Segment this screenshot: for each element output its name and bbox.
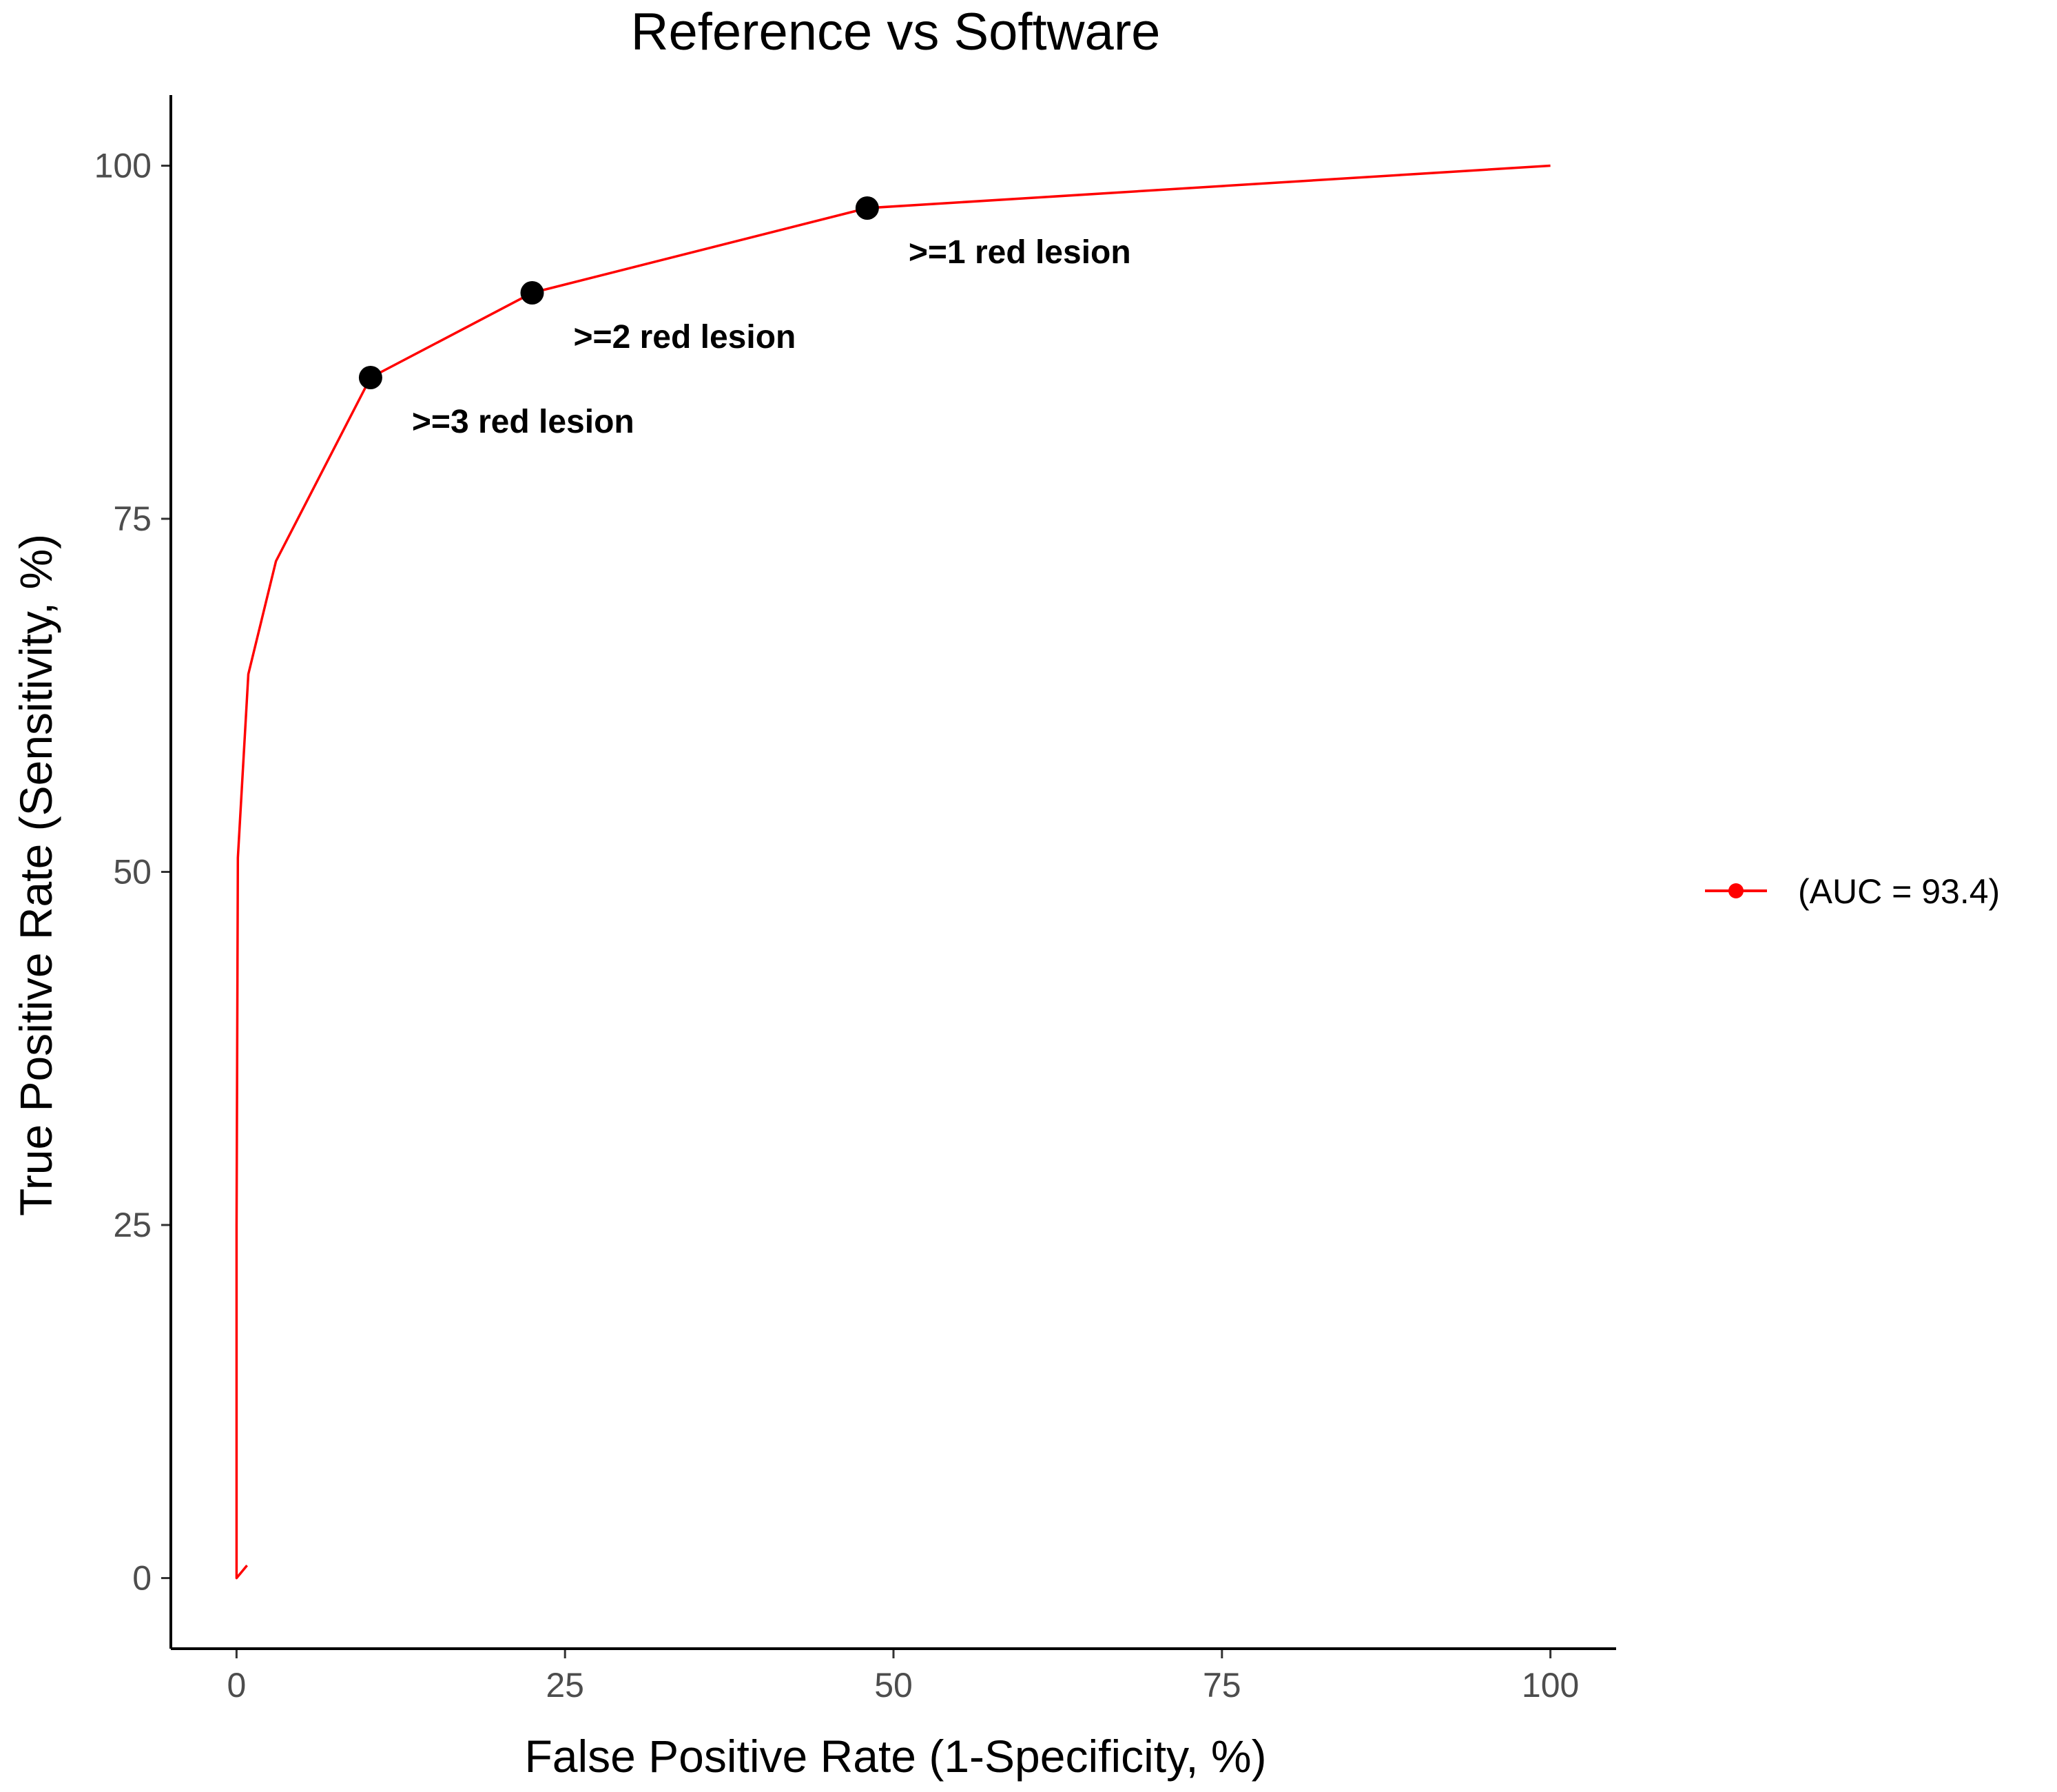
x-tick-label: 75 — [1203, 1666, 1241, 1705]
threshold-annotation: >=1 red lesion — [909, 234, 1131, 271]
x-axis-label: False Positive Rate (1-Specificity, %) — [524, 1731, 1266, 1782]
x-tick-label: 25 — [546, 1666, 584, 1705]
legend-key-point — [1728, 883, 1744, 898]
highlighted-points-layer — [358, 196, 879, 389]
threshold-annotation: >=3 red lesion — [412, 404, 634, 440]
x-axis-ticks: 0 25 50 75 100 — [227, 1649, 1579, 1705]
y-tick-label: 100 — [94, 147, 152, 185]
threshold-point — [855, 196, 879, 220]
y-tick-label: 25 — [113, 1206, 152, 1244]
x-tick-label: 50 — [874, 1666, 913, 1705]
threshold-point — [358, 366, 382, 389]
legend-label: (AUC = 93.4) — [1798, 872, 2000, 911]
y-tick-label: 75 — [113, 500, 152, 538]
y-tick-label: 0 — [132, 1559, 152, 1598]
threshold-point — [520, 281, 544, 305]
annotations-layer: >=3 red lesion >=2 red lesion >=1 red lesi… — [412, 234, 1131, 440]
x-tick-label: 0 — [227, 1666, 246, 1705]
roc-curve-line — [235, 164, 1551, 1580]
threshold-annotation: >=2 red lesion — [574, 319, 796, 356]
legend: (AUC = 93.4) — [1705, 872, 2000, 911]
series-layer — [235, 164, 1551, 1580]
y-axis-ticks: 0 25 50 75 100 — [94, 147, 171, 1598]
y-tick-label: 50 — [113, 853, 152, 892]
x-tick-label: 100 — [1522, 1666, 1579, 1705]
y-axis-label: True Positive Rate (Sensitivity, %) — [10, 534, 61, 1216]
chart-title: Reference vs Software — [631, 3, 1161, 61]
